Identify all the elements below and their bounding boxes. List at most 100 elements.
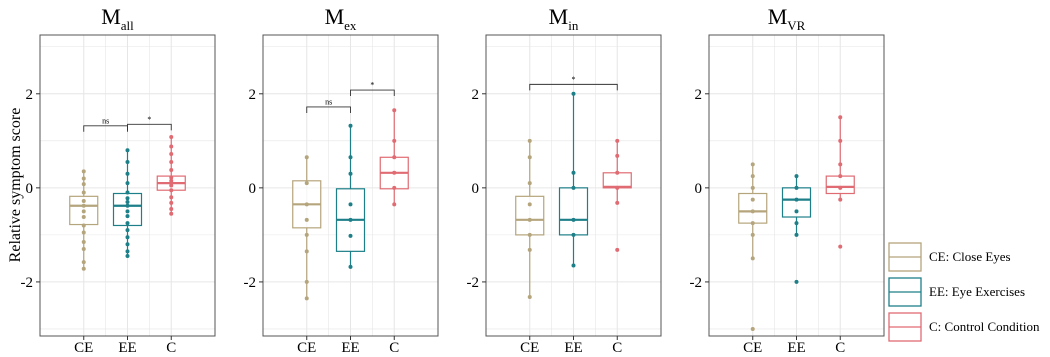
y-tick-label: 0 <box>26 181 34 197</box>
point-EE <box>125 190 130 195</box>
y-tick-label: 2 <box>695 87 703 103</box>
point-C <box>169 144 174 149</box>
point-CE <box>304 217 309 222</box>
point-EE <box>348 123 353 128</box>
x-tick-label: C <box>612 340 622 356</box>
x-tick-label: C <box>835 340 845 356</box>
x-tick-label: EE <box>564 340 582 356</box>
significance-bracket <box>350 89 395 97</box>
point-EE <box>125 171 130 176</box>
point-CE <box>304 202 309 207</box>
point-CE <box>750 209 755 214</box>
significance-bracket <box>127 123 172 131</box>
x-tick-label: EE <box>341 340 359 356</box>
point-EE <box>125 214 130 219</box>
x-tick-label: CE <box>520 340 539 356</box>
point-CE <box>527 155 532 160</box>
point-CE <box>750 256 755 261</box>
point-EE <box>348 155 353 160</box>
point-EE <box>571 232 576 237</box>
y-tick-label: 0 <box>249 181 257 197</box>
point-CE <box>81 246 86 251</box>
point-CE <box>81 182 86 187</box>
point-CE <box>527 181 532 186</box>
point-CE <box>750 174 755 179</box>
x-tick-label: EE <box>787 340 805 356</box>
point-C <box>392 155 397 160</box>
box-EE <box>558 187 589 236</box>
point-CE <box>527 138 532 143</box>
point-C <box>169 175 174 180</box>
point-C <box>169 200 174 205</box>
point-CE <box>304 232 309 237</box>
point-C <box>169 195 174 200</box>
point-EE <box>794 174 799 179</box>
point-EE <box>125 249 130 254</box>
significance-label: * <box>147 115 151 124</box>
point-CE <box>81 169 86 174</box>
point-EE <box>348 202 353 207</box>
point-C <box>169 183 174 188</box>
point-C <box>615 247 620 252</box>
significance-label: * <box>572 75 576 84</box>
point-EE <box>125 159 130 164</box>
point-C <box>838 174 843 179</box>
y-tick-label: 0 <box>695 181 703 197</box>
point-EE <box>125 221 130 226</box>
point-CE <box>304 181 309 186</box>
point-EE <box>125 181 130 186</box>
panel-title-main: M <box>325 4 345 29</box>
point-C <box>392 108 397 113</box>
point-C <box>169 159 174 164</box>
point-CE <box>750 162 755 167</box>
point-C <box>838 197 843 202</box>
point-EE <box>571 185 576 190</box>
panel-title: Mall <box>101 4 134 33</box>
legend: CE: Close Eyes EE: Eye Exercises C: Contro… <box>888 242 1040 342</box>
y-tick-label: 2 <box>26 87 34 103</box>
point-EE <box>125 254 130 259</box>
panel-all: 2 0 -2 Mall CE EE Cns * <box>21 4 216 356</box>
point-EE <box>571 217 576 222</box>
point-EE <box>125 209 130 214</box>
panel-title-main: M <box>101 4 121 29</box>
y-axis-label: Relative symptom score <box>7 108 24 263</box>
point-C <box>838 185 843 190</box>
box-CE <box>738 192 768 224</box>
x-tick-label: CE <box>743 340 762 356</box>
point-CE <box>81 209 86 214</box>
x-tick-label: C <box>166 340 176 356</box>
point-EE <box>125 196 130 201</box>
point-C <box>169 167 174 172</box>
point-C <box>838 138 843 143</box>
point-EE <box>125 242 130 247</box>
box-C <box>602 172 632 189</box>
point-C <box>838 244 843 249</box>
significance-label: ns <box>102 116 109 125</box>
point-CE <box>527 247 532 252</box>
point-EE <box>125 228 130 233</box>
point-EE <box>794 197 799 202</box>
point-CE <box>81 230 86 235</box>
point-CE <box>750 197 755 202</box>
point-CE <box>527 232 532 237</box>
point-C <box>169 207 174 212</box>
point-C <box>615 185 620 190</box>
panel-in: 2 0 -2 Min CE EE C * <box>467 4 662 356</box>
significance-label: ns <box>325 97 332 106</box>
point-C <box>615 138 620 143</box>
point-CE <box>304 155 309 160</box>
point-EE <box>571 263 576 268</box>
point-C <box>169 135 174 140</box>
legend-label: CE: Close Eyes <box>929 249 1011 264</box>
point-CE <box>81 203 86 208</box>
point-C <box>392 138 397 143</box>
point-CE <box>750 326 755 331</box>
point-CE <box>81 176 86 181</box>
panel-title-main: M <box>768 4 788 29</box>
point-EE <box>571 91 576 96</box>
point-CE <box>81 190 86 195</box>
point-C <box>615 200 620 205</box>
point-CE <box>304 296 309 301</box>
